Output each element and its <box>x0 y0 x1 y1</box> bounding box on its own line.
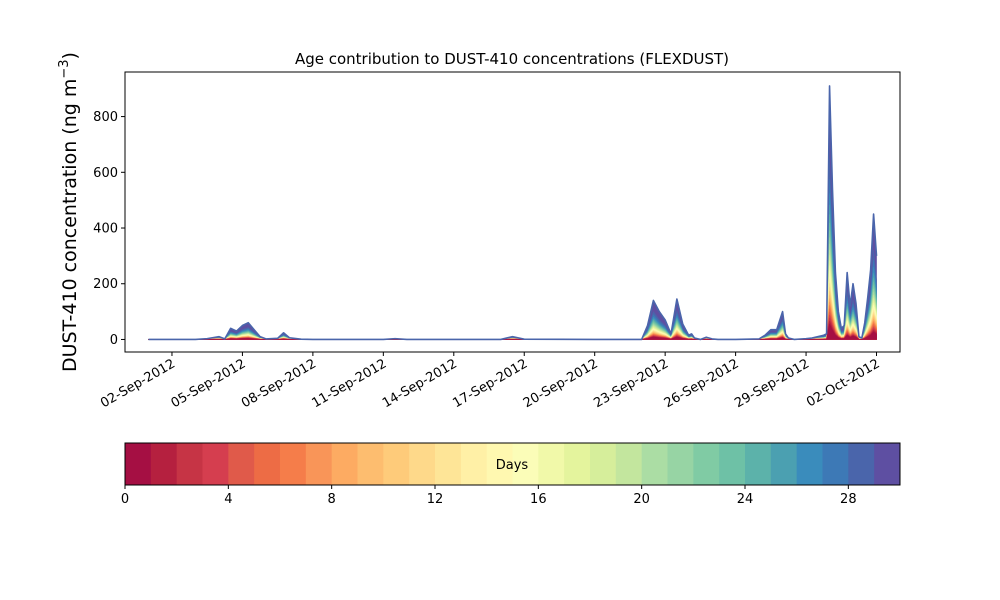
colorbar-tick-label: 12 <box>427 492 444 507</box>
colorbar-segment <box>383 443 410 485</box>
colorbar-segment <box>564 443 591 485</box>
y-tick-label: 800 <box>93 110 118 125</box>
colorbar-segment <box>641 443 668 485</box>
age-band-area <box>148 204 877 340</box>
colorbar-segment <box>228 443 255 485</box>
colorbar-segment <box>693 443 720 485</box>
x-tick-label: 23-Sep-2012 <box>591 356 671 411</box>
age-band-area <box>148 323 877 340</box>
x-tick-label: 29-Sep-2012 <box>732 356 812 411</box>
colorbar-segment <box>357 443 384 485</box>
colorbar-tick-label: 20 <box>633 492 650 507</box>
y-axis-label-superscript: −3 <box>57 59 72 78</box>
age-band-area <box>148 222 877 340</box>
colorbar-segment <box>280 443 307 485</box>
colorbar-segment <box>435 443 462 485</box>
colorbar-segment <box>486 443 513 485</box>
colorbar-segment <box>874 443 901 485</box>
age-band-area <box>148 178 877 340</box>
colorbar-frame <box>124 442 901 486</box>
colorbar-segment <box>848 443 875 485</box>
total-concentration-line <box>148 85 878 341</box>
age-band-area <box>148 283 877 340</box>
colorbar-segment <box>615 443 643 485</box>
y-tick-label: 0 <box>110 333 118 348</box>
colorbar-segment <box>305 443 333 485</box>
plot-frame <box>124 71 901 353</box>
colorbar-segment <box>409 443 436 485</box>
colorbar-segment <box>590 443 617 485</box>
age-band-area <box>148 237 877 340</box>
colorbar-segment <box>176 443 203 485</box>
colorbar-segment <box>150 443 178 485</box>
colorbar-segment <box>770 443 798 485</box>
age-band-area <box>148 158 877 340</box>
colorbar: 0 4 8 12 16 20 24 28 <box>121 442 901 507</box>
chart-title: Age contribution to DUST-410 concentrati… <box>295 50 729 68</box>
colorbar-tick-label: 28 <box>840 492 857 507</box>
age-band-area <box>148 287 877 340</box>
age-band-area <box>148 255 877 340</box>
y-tick-label: 200 <box>93 277 118 292</box>
age-band-area <box>148 214 877 340</box>
x-tick-label: 02-Oct-2012 <box>804 356 882 410</box>
x-tick-label: 20-Sep-2012 <box>521 356 601 411</box>
x-tick-label: 08-Sep-2012 <box>239 356 319 411</box>
y-axis-label-main: DUST-410 concentration (ng m <box>59 79 81 372</box>
age-band-area <box>148 260 877 340</box>
x-tick-label: 11-Sep-2012 <box>310 356 390 411</box>
age-band-area <box>148 274 877 340</box>
y-tick-label: 600 <box>93 166 118 181</box>
age-band-area <box>148 85 877 340</box>
colorbar-segment <box>125 443 152 485</box>
colorbar-label: Days <box>496 458 529 473</box>
age-band-area <box>148 265 877 340</box>
colorbar-segment <box>331 443 358 485</box>
colorbar-segment <box>512 443 539 485</box>
y-axis-label-close: ) <box>59 52 81 59</box>
colorbar-segment <box>719 443 746 485</box>
colorbar-tick-label: 16 <box>530 492 547 507</box>
y-tick-label: 400 <box>93 222 118 237</box>
colorbar-tick-label: 8 <box>328 492 336 507</box>
colorbar-tick-label: 24 <box>737 492 754 507</box>
x-tick-label: 05-Sep-2012 <box>169 356 249 411</box>
age-band-area <box>148 249 877 340</box>
colorbar-segment <box>460 443 488 485</box>
x-tick-label: 17-Sep-2012 <box>450 356 530 411</box>
x-axis: 02-Sep-201205-Sep-201208-Sep-201211-Sep-… <box>98 352 883 411</box>
colorbar-tick-label: 0 <box>121 492 129 507</box>
y-axis-label: DUST-410 concentration (ng m−3) <box>57 52 81 372</box>
colorbar-segment <box>667 443 694 485</box>
age-band-area <box>148 230 877 340</box>
y-axis: 0 200 400 600 800 <box>93 110 125 348</box>
colorbar-segment <box>538 443 565 485</box>
colorbar-segment <box>796 443 823 485</box>
age-band-area <box>148 193 877 340</box>
colorbar-segment <box>822 443 849 485</box>
colorbar-segment <box>745 443 772 485</box>
x-tick-label: 26-Sep-2012 <box>662 356 742 411</box>
age-band-area <box>148 278 877 340</box>
age-band-area <box>148 270 877 340</box>
colorbar-tick-label: 4 <box>224 492 232 507</box>
colorbar-segment <box>202 443 229 485</box>
series-layer <box>148 85 878 341</box>
colorbar-segment <box>254 443 281 485</box>
x-tick-label: 14-Sep-2012 <box>380 356 460 411</box>
x-tick-label: 02-Sep-2012 <box>98 356 178 411</box>
age-band-area <box>148 243 877 340</box>
